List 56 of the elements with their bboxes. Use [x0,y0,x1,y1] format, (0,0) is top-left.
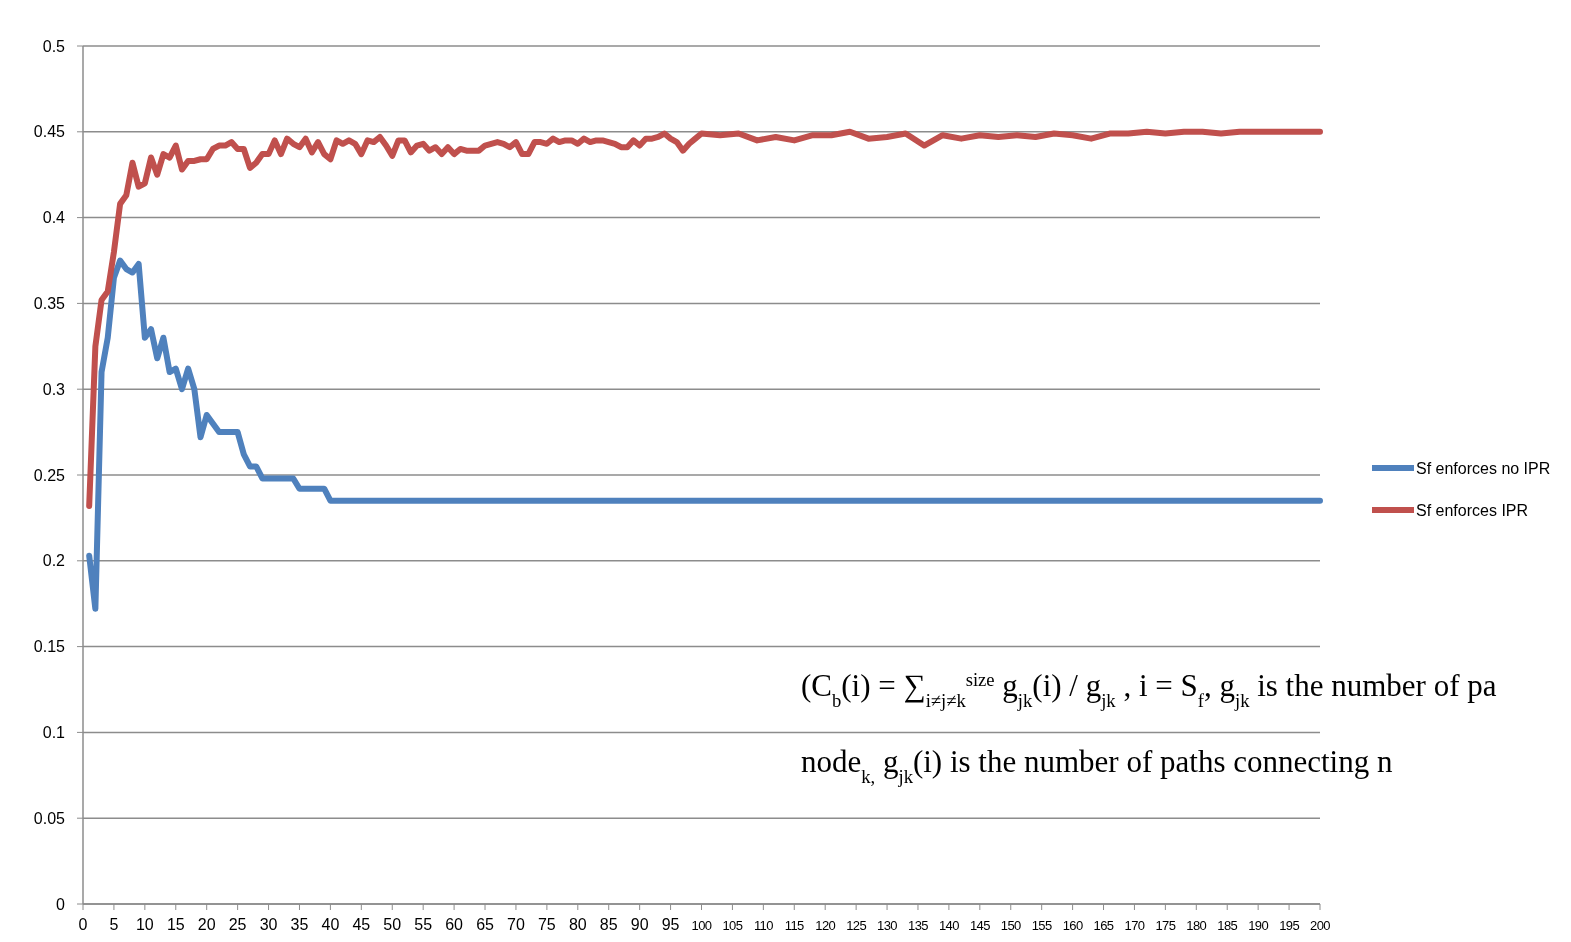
x-tick-label: 20 [197,916,216,933]
x-tick-label: 185 [1217,918,1238,933]
x-tick-label: 135 [908,918,929,933]
x-tick-label: 125 [846,918,867,933]
x-tick-label: 165 [1093,918,1114,933]
x-tick-label: 50 [383,916,402,933]
x-tick-label: 120 [815,918,836,933]
x-tick-label: 175 [1155,918,1176,933]
x-tick-label: 35 [290,916,309,933]
x-tick-label: 100 [691,918,712,933]
y-tick-label: 0.45 [33,123,66,141]
x-tick-label: 0 [78,916,88,933]
x-tick-label: 190 [1248,918,1269,933]
x-tick-label: 40 [321,916,340,933]
x-tick-label: 5 [109,916,119,933]
x-tick-label: 25 [228,916,247,933]
x-tick-label: 30 [259,916,278,933]
x-tick-label: 95 [661,916,680,933]
x-tick-label: 55 [414,916,433,933]
y-tick-label: 0 [56,895,66,913]
x-tick-label: 15 [166,916,185,933]
x-tick-label: 105 [722,918,743,933]
y-tick-label: 0.25 [33,466,66,484]
x-tick-label: 45 [352,916,371,933]
x-tick-label: 75 [537,916,556,933]
x-tick-label: 85 [599,916,618,933]
x-tick-label: 150 [1000,918,1022,933]
x-tick-label: 155 [1031,918,1052,933]
y-tick-label: 0.15 [33,638,66,656]
x-tick-label: 200 [1310,918,1331,933]
legend-label: Sf enforces IPR [1416,501,1529,519]
y-tick-label: 0.1 [42,724,66,741]
x-tick-label: 10 [135,916,154,933]
x-tick-label: 130 [877,918,898,933]
x-tick-label: 160 [1062,918,1083,933]
x-tick-label: 80 [568,916,587,933]
x-tick-label: 65 [476,916,495,933]
x-tick-label: 195 [1279,918,1300,933]
y-tick-label: 0.35 [33,295,66,312]
x-tick-label: 70 [507,916,525,933]
x-tick-label: 145 [969,918,991,933]
x-tick-label: 140 [938,918,960,933]
x-tick-label: 180 [1186,918,1207,933]
y-tick-label: 0.3 [42,380,66,398]
x-tick-label: 90 [630,916,649,933]
legend-label: Sf enforces no IPR [1416,459,1551,477]
x-tick-label: 170 [1124,918,1145,933]
annotation: node$_{k,}$ g$_{jk}$(i) is the number of paths connecting n [801,744,1393,787]
y-tick-label: 0.2 [42,552,66,570]
y-tick-label: 0.05 [33,809,66,827]
text: (C$_{b}$(i) = ∑$_{i≠j≠k}$$^{size}$ g$_{jk}$(i) / g$_{jk}$ , i = S$_{f}$, g$_{jk}$ is the number of pa [801,668,1497,711]
x-tick-label: 115 [784,918,805,933]
y-tick-label: 0.5 [42,37,66,55]
x-tick-label: 110 [753,918,774,933]
x-tick-label: 60 [445,916,464,933]
y-tick-label: 0.4 [42,209,66,227]
